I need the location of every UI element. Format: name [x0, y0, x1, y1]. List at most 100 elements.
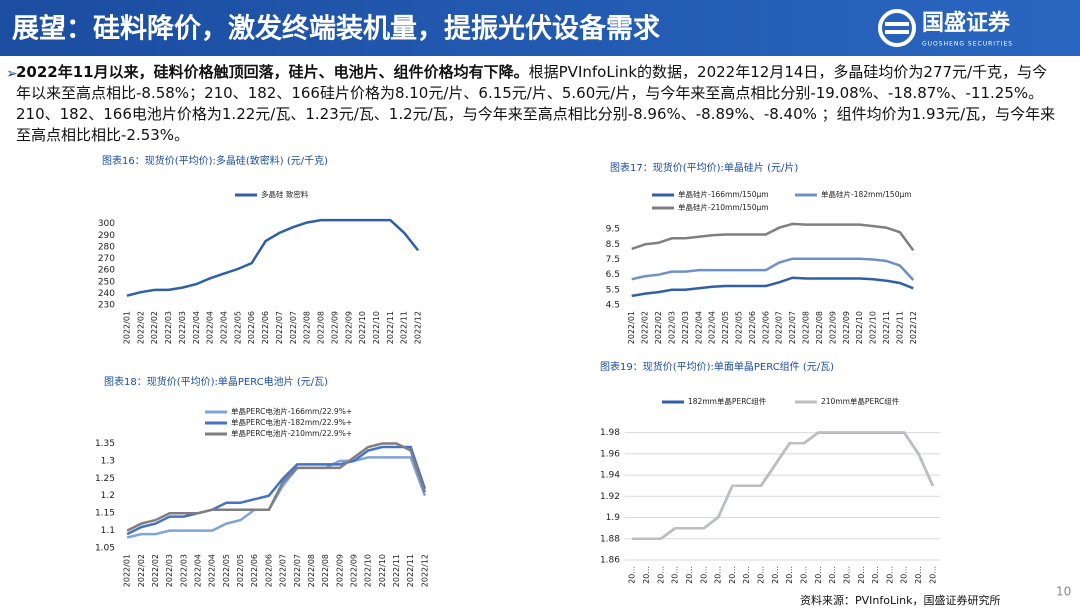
series-line — [631, 222, 915, 252]
x-tick-label: 20... — [828, 566, 837, 584]
x-tick-label: 2022/04 — [708, 311, 717, 344]
y-tick-label: 1.88 — [600, 534, 620, 544]
y-tick-label: 250 — [98, 277, 115, 287]
x-tick-label: 2022/07 — [275, 311, 284, 344]
x-tick-label: 2022/11 — [386, 311, 395, 344]
x-tick-label: 2022/05 — [222, 554, 231, 587]
y-tick-label: 9.5 — [606, 225, 620, 235]
x-tick-label: 20... — [842, 566, 851, 584]
legend-label: 单晶PERC电池片-182mm/22.9%+ — [231, 417, 352, 427]
x-tick-label: 2022/07 — [279, 554, 288, 587]
y-tick-label: 1.25 — [95, 474, 115, 484]
series-line — [631, 276, 914, 298]
x-tick-label: 20... — [757, 566, 766, 584]
x-tick-label: 2022/09 — [828, 311, 837, 344]
x-tick-label: 20... — [656, 566, 665, 584]
x-tick-label: 2022/08 — [303, 311, 312, 344]
x-tick-label: 2022/06 — [761, 311, 770, 344]
y-tick-label: 290 — [98, 231, 115, 241]
x-tick-label: 2022/04 — [694, 311, 703, 344]
x-tick-label: 2022/12 — [420, 554, 429, 587]
x-tick-label: 2022/05 — [233, 311, 242, 344]
y-tick-label: 8.5 — [606, 240, 620, 250]
x-tick-label: 2022/12 — [909, 311, 918, 344]
x-tick-label: 20... — [928, 566, 937, 584]
x-tick-label: 2022/02 — [137, 554, 146, 587]
y-tick-label: 5.5 — [606, 285, 620, 295]
x-tick-label: 2022/04 — [208, 554, 217, 587]
series-line — [126, 442, 427, 532]
x-tick-label: 2022/05 — [236, 554, 245, 587]
x-tick-label: 2022/01 — [627, 311, 636, 344]
x-tick-label: 2022/02 — [151, 554, 160, 587]
y-tick-label: 1.1 — [101, 526, 115, 536]
x-tick-label: 20... — [699, 566, 708, 584]
x-tick-label: 2022/11 — [400, 311, 409, 344]
x-tick-label: 2022/03 — [165, 554, 174, 587]
series-line — [631, 257, 915, 281]
x-tick-label: 2022/03 — [178, 311, 187, 344]
x-tick-label: 2022/06 — [261, 311, 270, 344]
logo-icon — [878, 9, 916, 47]
x-tick-label: 2022/11 — [882, 311, 891, 344]
chart-title: 图表16：现货价(平均价):多晶硅(致密料) (元/千克) — [102, 154, 328, 167]
y-tick-label: 1.98 — [600, 428, 620, 438]
x-tick-label: 20... — [771, 566, 780, 584]
bullet-text: 2022年11月以来，硅料价格触顶回落，硅片、电池片、组件价格均有下降。根据PV… — [16, 62, 1061, 146]
x-tick-label: 20... — [914, 566, 923, 584]
legend-label: 单晶PERC电池片-210mm/22.9%+ — [231, 428, 352, 438]
x-tick-label: 20... — [857, 566, 866, 584]
logo-icon-bars — [885, 22, 909, 34]
x-tick-label: 2022/05 — [734, 311, 743, 344]
x-tick-label: 20... — [685, 566, 694, 584]
x-tick-label: 2022/10 — [358, 311, 367, 344]
x-tick-label: 2022/03 — [667, 311, 676, 344]
x-tick-label: 2022/04 — [206, 311, 215, 344]
logo-subtext: GUOSHENG SECURITIES — [922, 41, 1013, 48]
x-tick-label: 2022/05 — [721, 311, 730, 344]
y-tick-label: 230 — [98, 301, 115, 311]
series-line — [126, 445, 427, 536]
x-tick-label: 2022/04 — [194, 554, 203, 587]
x-tick-label: 2022/04 — [219, 311, 228, 344]
x-tick-label: 2022/10 — [372, 311, 381, 344]
bullet-plain: 根据PVInfoLink的数据，2022年12月14日，多晶硅均价为277元/千… — [16, 63, 1056, 144]
x-tick-label: 2022/07 — [293, 554, 302, 587]
x-tick-label: 2022/07 — [788, 311, 797, 344]
x-tick-label: 20... — [814, 566, 823, 584]
y-tick-label: 1.96 — [600, 449, 620, 459]
x-tick-label: 20... — [785, 566, 794, 584]
x-tick-label: 2022/07 — [775, 311, 784, 344]
x-tick-label: 20... — [714, 566, 723, 584]
x-tick-label: 2022/11 — [406, 554, 415, 587]
series-line — [126, 218, 420, 297]
source-note: 资料来源：PVInfoLink，国盛证券研究所 — [800, 593, 1001, 607]
x-tick-label: 2022/09 — [350, 554, 359, 587]
x-tick-label: 2022/12 — [414, 311, 423, 344]
x-tick-label: 2022/06 — [748, 311, 757, 344]
y-tick-label: 1.92 — [600, 492, 620, 502]
y-tick-label: 280 — [98, 242, 115, 252]
y-tick-label: 7.5 — [606, 255, 620, 265]
y-tick-label: 1.86 — [600, 556, 620, 566]
chart-title: 图表18：现货价(平均价):单晶PERC电池片 (元/瓦) — [104, 375, 328, 388]
x-tick-label: 2022/01 — [123, 554, 132, 587]
x-tick-label: 2022/02 — [150, 311, 159, 344]
x-tick-label: 2022/04 — [192, 311, 201, 344]
x-tick-label: 2022/09 — [330, 311, 339, 344]
y-tick-label: 6.5 — [606, 270, 620, 280]
y-tick-label: 240 — [98, 289, 115, 299]
y-tick-label: 1.94 — [600, 471, 620, 481]
x-tick-label: 20... — [642, 566, 651, 584]
x-tick-label: 2022/08 — [321, 554, 330, 587]
x-tick-label: 20... — [728, 566, 737, 584]
x-tick-label: 2022/03 — [681, 311, 690, 344]
x-tick-label: 2022/10 — [869, 311, 878, 344]
x-tick-label: 20... — [671, 566, 680, 584]
x-tick-label: 20... — [742, 566, 751, 584]
series-line — [632, 431, 934, 541]
x-tick-label: 20... — [871, 566, 880, 584]
y-tick-label: 1.2 — [101, 491, 115, 501]
